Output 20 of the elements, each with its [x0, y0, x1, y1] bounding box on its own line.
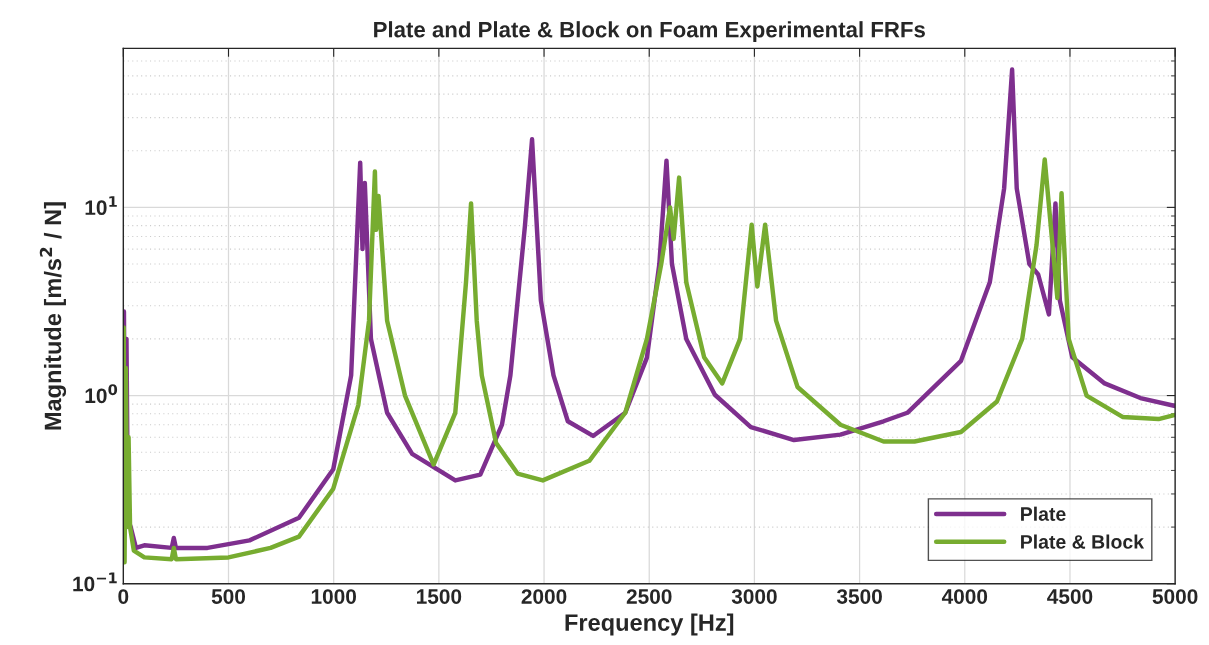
y-tick-label: 10$^{−1}$: [73, 572, 117, 592]
x-tick-label: 3000: [731, 589, 777, 604]
x-tick-label: 2000: [521, 589, 567, 604]
x-tick-label: 2500: [626, 589, 672, 604]
x-tick-label: 5000: [1152, 589, 1198, 604]
line-series: [123, 157, 1176, 565]
x-tick-label: 1500: [417, 589, 462, 604]
x-tick-label: 1000: [311, 589, 357, 604]
x-tick-label: 4000: [941, 589, 988, 604]
legend-label: Plate & Block: [1021, 534, 1145, 549]
x-tick-label: 3500: [836, 589, 882, 604]
legend-label: Plate: [1021, 506, 1066, 521]
x-tick-label: 4500: [1047, 589, 1093, 604]
x-tick-label: 500: [211, 589, 246, 604]
y-tick-label: 10$^{1}$: [85, 196, 117, 215]
x-tick-label: 0: [118, 589, 129, 604]
x-axis-title: Frequency [Hz]: [565, 613, 734, 636]
y-axis-title: Magnitude [m/s$^{2}$ / N]: [39, 202, 67, 430]
y-tick-label: 10$^{0}$: [85, 384, 118, 404]
chart-title: Plate and Plate & Block on Foam Experimental FRFs: [374, 21, 925, 42]
